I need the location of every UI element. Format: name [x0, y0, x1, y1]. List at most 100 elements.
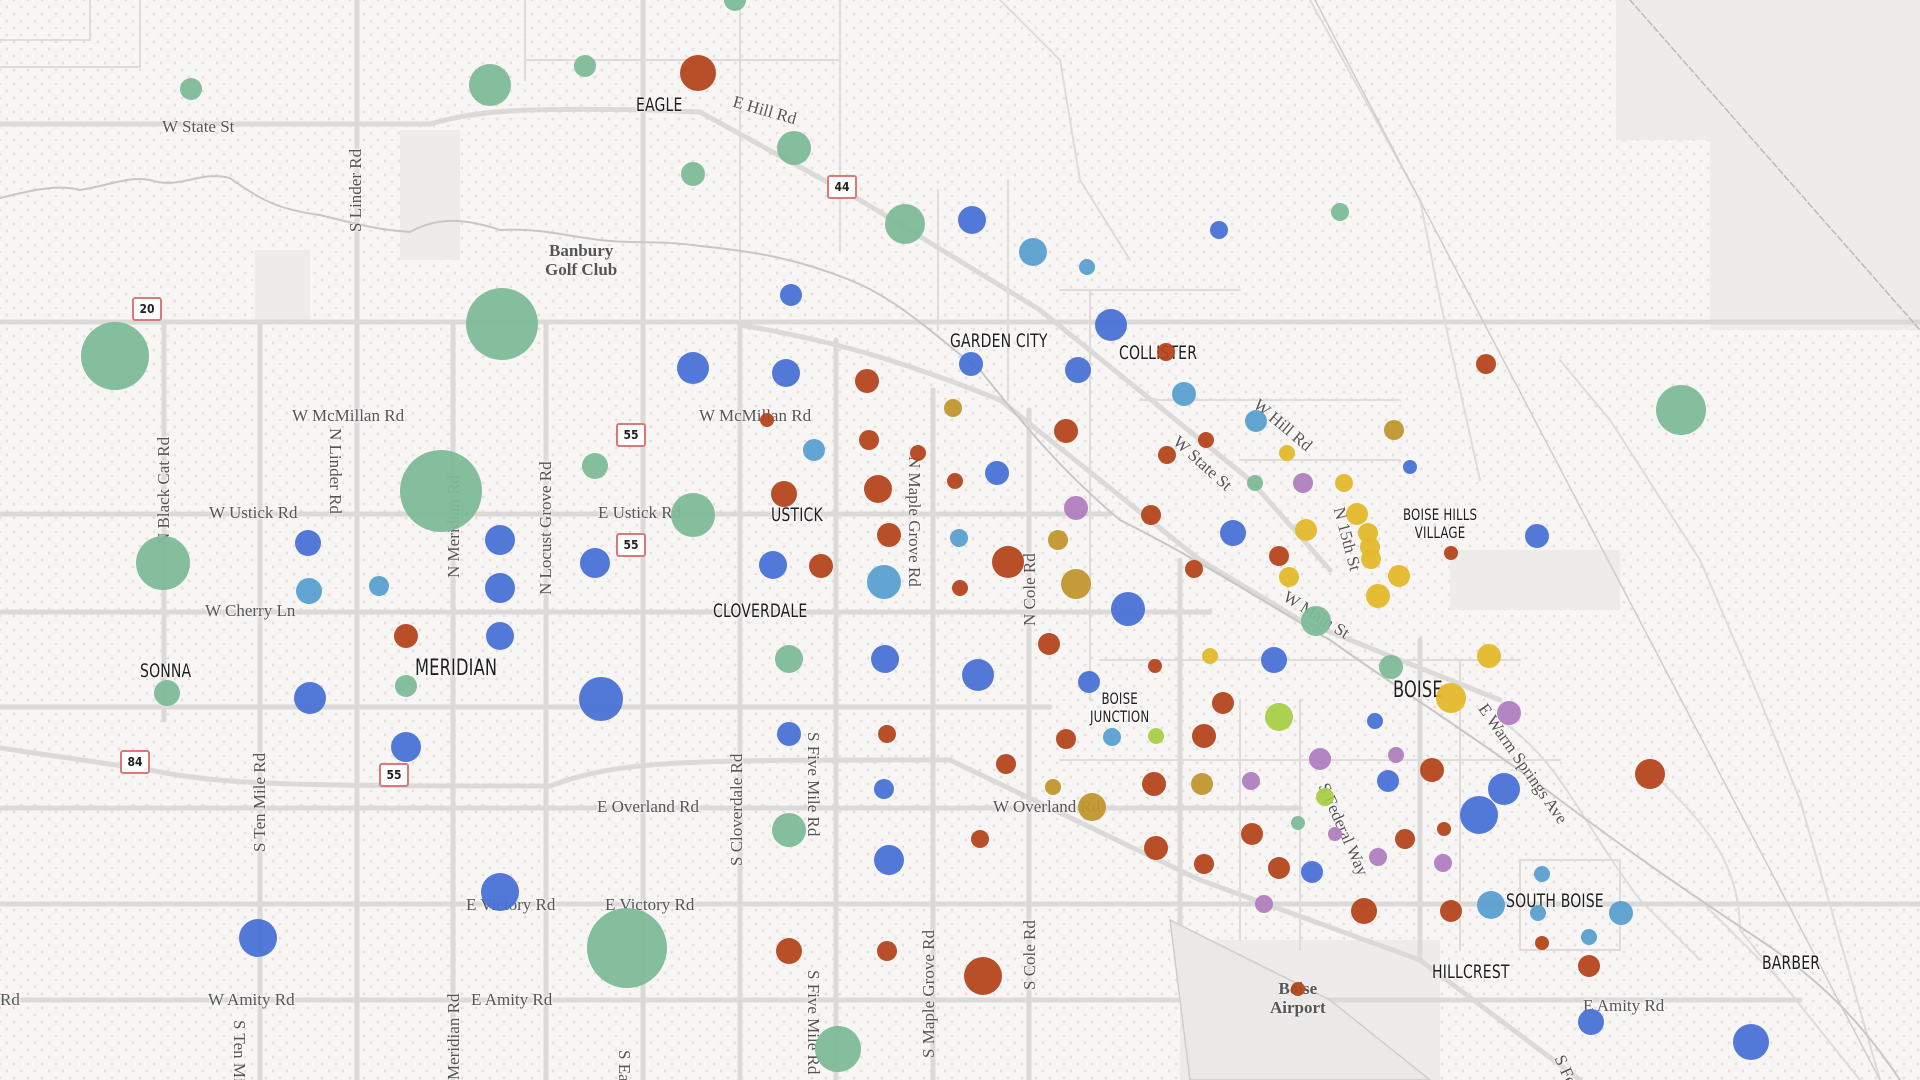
data-point-yellow[interactable] — [1346, 503, 1368, 525]
data-point-rust[interactable] — [1142, 772, 1166, 796]
data-point-green[interactable] — [772, 813, 806, 847]
data-point-yellow[interactable] — [1279, 567, 1299, 587]
data-point-blue[interactable] — [759, 551, 787, 579]
data-point-blue[interactable] — [677, 352, 709, 384]
data-point-rust[interactable] — [1212, 692, 1234, 714]
data-point-light_blue[interactable] — [1477, 891, 1505, 919]
data-point-blue[interactable] — [1261, 647, 1287, 673]
data-point-green[interactable] — [466, 288, 538, 360]
data-point-rust[interactable] — [1185, 560, 1203, 578]
data-point-blue[interactable] — [481, 873, 519, 911]
data-point-light_blue[interactable] — [1609, 901, 1633, 925]
data-point-rust[interactable] — [859, 430, 879, 450]
data-point-rust[interactable] — [910, 445, 926, 461]
data-point-purple[interactable] — [1293, 473, 1313, 493]
data-point-rust[interactable] — [1535, 936, 1549, 950]
data-point-rust[interactable] — [947, 473, 963, 489]
data-point-light_blue[interactable] — [1245, 410, 1267, 432]
data-point-green[interactable] — [1247, 475, 1263, 491]
data-point-green[interactable] — [1656, 385, 1706, 435]
data-point-blue[interactable] — [239, 919, 277, 957]
data-point-mustard[interactable] — [1061, 569, 1091, 599]
data-point-rust[interactable] — [1269, 546, 1289, 566]
data-point-blue[interactable] — [958, 206, 986, 234]
data-point-blue[interactable] — [580, 548, 610, 578]
data-point-blue[interactable] — [772, 359, 800, 387]
data-point-green[interactable] — [681, 162, 705, 186]
data-point-blue[interactable] — [1301, 861, 1323, 883]
data-point-rust[interactable] — [680, 55, 716, 91]
data-point-green[interactable] — [400, 450, 482, 532]
data-point-green[interactable] — [1291, 816, 1305, 830]
data-point-light_blue[interactable] — [867, 565, 901, 599]
data-point-rust[interactable] — [1054, 419, 1078, 443]
data-point-purple[interactable] — [1369, 848, 1387, 866]
data-point-blue[interactable] — [1377, 770, 1399, 792]
data-point-rust[interactable] — [1440, 900, 1462, 922]
data-point-rust[interactable] — [964, 957, 1002, 995]
data-point-rust[interactable] — [1578, 955, 1600, 977]
data-point-green[interactable] — [724, 0, 746, 11]
data-point-rust[interactable] — [1157, 343, 1175, 361]
data-point-green[interactable] — [1331, 203, 1349, 221]
data-point-rust[interactable] — [996, 754, 1016, 774]
data-point-rust[interactable] — [1476, 354, 1496, 374]
data-point-light_blue[interactable] — [1103, 728, 1121, 746]
data-point-blue[interactable] — [486, 622, 514, 650]
data-point-blue[interactable] — [1210, 221, 1228, 239]
data-point-blue[interactable] — [1525, 524, 1549, 548]
data-point-rust[interactable] — [1420, 758, 1444, 782]
data-point-purple[interactable] — [1328, 827, 1342, 841]
data-point-green[interactable] — [1379, 655, 1403, 679]
data-point-mustard[interactable] — [1048, 530, 1068, 550]
data-point-rust[interactable] — [1148, 659, 1162, 673]
data-point-green[interactable] — [671, 493, 715, 537]
data-point-mustard[interactable] — [944, 399, 962, 417]
data-point-blue[interactable] — [1078, 671, 1100, 693]
data-point-blue[interactable] — [579, 677, 623, 721]
data-point-light_blue[interactable] — [1079, 259, 1095, 275]
data-point-rust[interactable] — [1144, 836, 1168, 860]
data-point-rust[interactable] — [952, 580, 968, 596]
data-point-blue[interactable] — [874, 779, 894, 799]
data-point-rust[interactable] — [1268, 857, 1290, 879]
data-point-light_blue[interactable] — [1172, 382, 1196, 406]
data-point-yellow[interactable] — [1436, 683, 1466, 713]
data-point-yellow[interactable] — [1366, 584, 1390, 608]
data-point-mustard[interactable] — [1078, 793, 1106, 821]
data-point-rust[interactable] — [971, 830, 989, 848]
data-point-green[interactable] — [587, 908, 667, 988]
data-point-yellow[interactable] — [1388, 565, 1410, 587]
data-point-light_blue[interactable] — [1530, 905, 1546, 921]
data-point-green[interactable] — [154, 680, 180, 706]
data-point-rust[interactable] — [1056, 729, 1076, 749]
data-point-lime[interactable] — [1316, 788, 1334, 806]
data-point-yellow[interactable] — [1295, 519, 1317, 541]
data-point-rust[interactable] — [992, 546, 1024, 578]
data-point-rust[interactable] — [878, 725, 896, 743]
data-point-purple[interactable] — [1497, 701, 1521, 725]
data-point-yellow[interactable] — [1335, 474, 1353, 492]
data-point-green[interactable] — [81, 322, 149, 390]
data-point-rust[interactable] — [1444, 546, 1458, 560]
data-point-rust[interactable] — [1395, 829, 1415, 849]
data-point-mustard[interactable] — [1384, 420, 1404, 440]
data-point-lime[interactable] — [1148, 728, 1164, 744]
data-point-blue[interactable] — [1065, 357, 1091, 383]
data-point-rust[interactable] — [864, 475, 892, 503]
data-point-light_blue[interactable] — [369, 576, 389, 596]
data-point-rust[interactable] — [1141, 505, 1161, 525]
data-point-blue[interactable] — [1095, 309, 1127, 341]
data-point-rust[interactable] — [1198, 432, 1214, 448]
data-point-rust[interactable] — [776, 938, 802, 964]
data-point-purple[interactable] — [1064, 496, 1088, 520]
data-point-green[interactable] — [1301, 606, 1331, 636]
data-point-blue[interactable] — [1733, 1024, 1769, 1060]
data-point-blue[interactable] — [874, 845, 904, 875]
data-point-green[interactable] — [574, 55, 596, 77]
data-point-blue[interactable] — [485, 525, 515, 555]
data-point-green[interactable] — [775, 645, 803, 673]
data-point-rust[interactable] — [1194, 854, 1214, 874]
data-point-rust[interactable] — [1241, 823, 1263, 845]
data-point-green[interactable] — [815, 1026, 861, 1072]
